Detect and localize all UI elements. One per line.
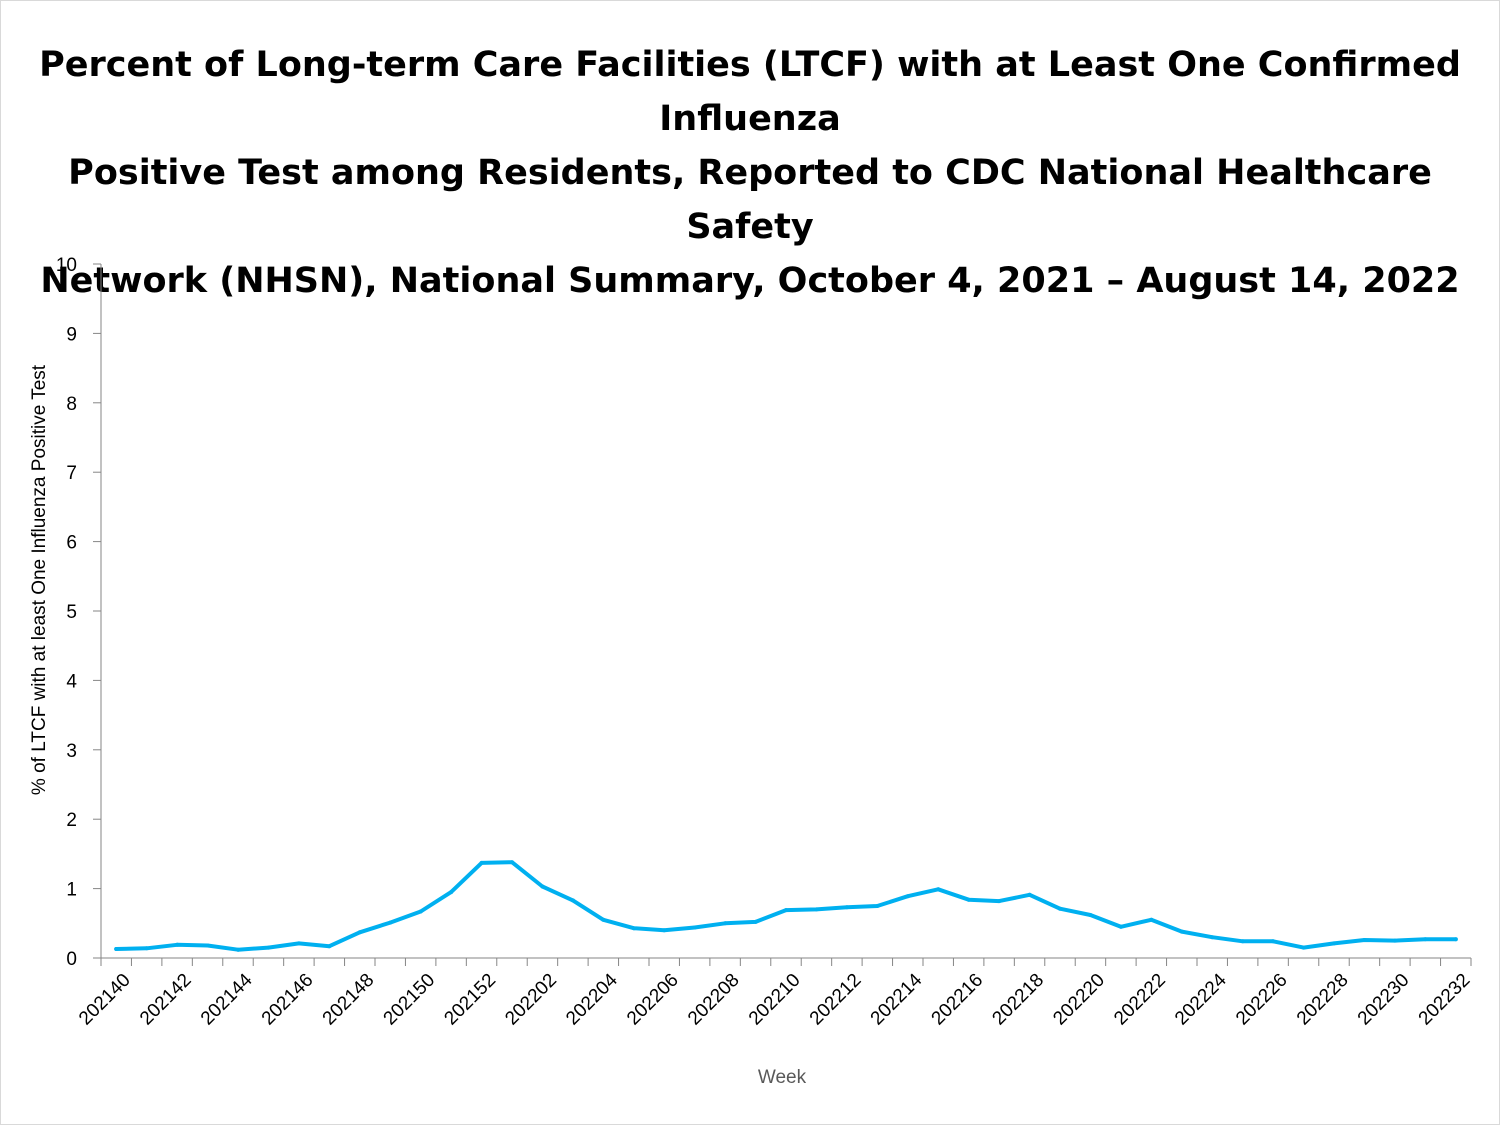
data-point-202231 bbox=[1423, 937, 1428, 942]
data-point-202204 bbox=[601, 917, 606, 922]
x-tick-label: 202204 bbox=[562, 969, 622, 1029]
x-tick-label: 202220 bbox=[1049, 970, 1109, 1030]
y-tick-label: 1 bbox=[66, 880, 77, 901]
data-point-202223 bbox=[1179, 929, 1184, 934]
data-point-202152 bbox=[479, 860, 484, 865]
data-point-202216 bbox=[966, 897, 971, 902]
x-tick-label: 202228 bbox=[1293, 970, 1353, 1030]
x-tick-label: 202210 bbox=[745, 970, 805, 1030]
data-point-202144 bbox=[236, 947, 240, 952]
data-point-202207 bbox=[692, 925, 697, 930]
y-tick-label: 2 bbox=[66, 810, 77, 831]
chart-title-line-1: Percent of Long-term Care Facilities (LT… bbox=[39, 45, 1461, 139]
y-tick-label: 6 bbox=[66, 533, 77, 554]
x-tick-label: 202214 bbox=[867, 969, 927, 1029]
y-tick-label: 9 bbox=[66, 324, 77, 345]
data-point-202148 bbox=[357, 930, 362, 935]
y-tick-label: 5 bbox=[66, 602, 77, 623]
x-tick-label: 202150 bbox=[380, 970, 440, 1030]
x-tick-label: 202232 bbox=[1415, 970, 1475, 1030]
data-point-202203 bbox=[570, 898, 575, 903]
data-point-202149 bbox=[388, 920, 393, 925]
data-point-202150 bbox=[418, 909, 423, 914]
data-point-202219 bbox=[1058, 906, 1062, 911]
data-point-202217 bbox=[997, 899, 1002, 904]
data-point-202229 bbox=[1362, 938, 1367, 942]
data-point-202211 bbox=[814, 907, 819, 912]
x-tick-label: 202222 bbox=[1110, 970, 1170, 1030]
data-point-202221 bbox=[1118, 924, 1123, 929]
x-axis: 202140 202142 202144 202146 202148 202150 2021… bbox=[75, 957, 1475, 1030]
chart-title-line-2: Positive Test among Residents, Reported … bbox=[68, 153, 1432, 247]
x-tick-label: 202148 bbox=[319, 970, 379, 1030]
x-tick-label: 202206 bbox=[623, 970, 683, 1030]
x-tick-label: 202144 bbox=[197, 969, 257, 1029]
series-group bbox=[114, 860, 1458, 952]
y-axis-title: % of LTCF with at least One Influenza Po… bbox=[29, 364, 50, 795]
data-point-202146 bbox=[296, 941, 301, 946]
data-point-202210 bbox=[784, 908, 788, 913]
x-tick-label: 202202 bbox=[501, 970, 561, 1030]
series-line bbox=[114, 860, 1458, 952]
data-point-202215 bbox=[936, 887, 941, 892]
data-point-202218 bbox=[1027, 892, 1032, 897]
data-point-202222 bbox=[1149, 917, 1154, 922]
y-tick-label: 3 bbox=[66, 741, 77, 762]
data-point-202201 bbox=[510, 860, 514, 865]
data-point-202228 bbox=[1332, 941, 1336, 946]
y-tick-label: 4 bbox=[66, 671, 77, 692]
y-tick-label: 10 bbox=[56, 255, 77, 276]
x-tick-label: 202146 bbox=[258, 970, 318, 1030]
x-tick-label: 202152 bbox=[440, 970, 500, 1030]
data-point-202226 bbox=[1271, 939, 1276, 944]
data-point-202214 bbox=[905, 894, 910, 899]
data-point-202142 bbox=[175, 942, 180, 947]
data-point-202213 bbox=[875, 904, 880, 908]
y-tick-label: 0 bbox=[66, 949, 77, 970]
data-point-202202 bbox=[540, 884, 545, 889]
data-point-202145 bbox=[266, 945, 271, 950]
data-point-202143 bbox=[205, 943, 210, 948]
data-point-202205 bbox=[631, 926, 636, 931]
data-point-202225 bbox=[1240, 939, 1245, 944]
x-tick-label: 202216 bbox=[928, 970, 988, 1030]
x-tick-label: 202230 bbox=[1354, 970, 1414, 1030]
x-tick-label: 202208 bbox=[684, 970, 744, 1030]
data-point-202212 bbox=[844, 905, 849, 910]
data-point-202232 bbox=[1453, 937, 1458, 942]
data-point-202141 bbox=[144, 946, 149, 951]
data-point-202209 bbox=[753, 919, 758, 924]
x-axis-title: Week bbox=[758, 1067, 807, 1088]
data-point-202224 bbox=[1210, 935, 1215, 940]
data-point-202147 bbox=[327, 944, 332, 949]
y-tick-label: 7 bbox=[66, 463, 77, 484]
data-point-202208 bbox=[723, 921, 728, 926]
chart-title: Percent of Long-term Care Facilities (LT… bbox=[0, 38, 1500, 308]
data-point-202220 bbox=[1088, 913, 1093, 917]
x-tick-label: 202212 bbox=[806, 970, 866, 1030]
x-tick-label: 202142 bbox=[136, 970, 196, 1030]
data-point-202206 bbox=[662, 928, 667, 933]
data-point-202140 bbox=[114, 947, 119, 951]
y-axis: 0 1 2 3 4 5 6 7 8 9 10 bbox=[56, 255, 102, 970]
y-tick-label: 8 bbox=[66, 394, 77, 415]
x-tick-label: 202224 bbox=[1171, 969, 1231, 1029]
x-tick-label: 202140 bbox=[75, 970, 135, 1030]
x-tick-label: 202226 bbox=[1232, 970, 1292, 1030]
chart-title-line-3: Network (NHSN), National Summary, Octobe… bbox=[40, 261, 1460, 301]
x-tick-label: 202218 bbox=[988, 970, 1048, 1030]
data-point-202227 bbox=[1301, 945, 1306, 950]
data-point-202230 bbox=[1392, 938, 1397, 943]
data-point-202151 bbox=[449, 890, 454, 895]
